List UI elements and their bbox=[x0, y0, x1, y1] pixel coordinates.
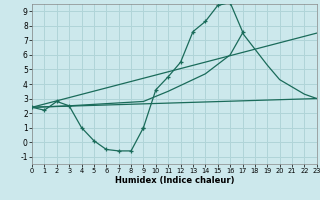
X-axis label: Humidex (Indice chaleur): Humidex (Indice chaleur) bbox=[115, 176, 234, 185]
